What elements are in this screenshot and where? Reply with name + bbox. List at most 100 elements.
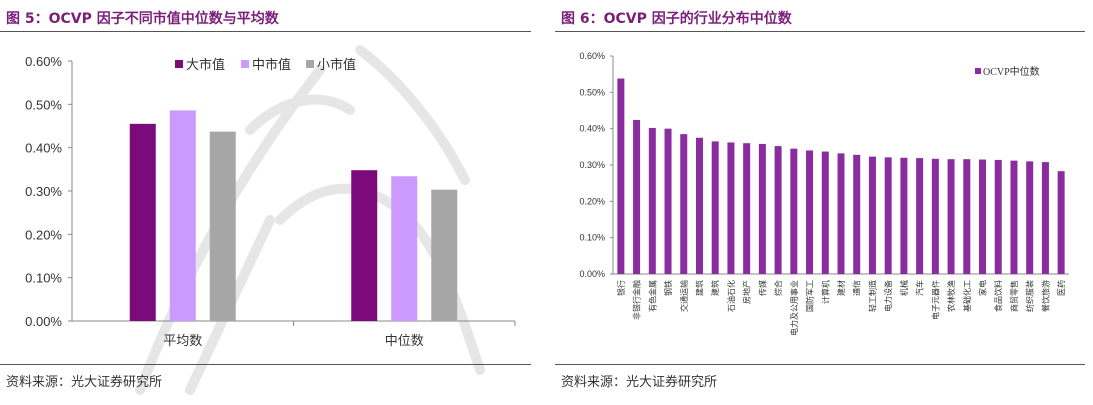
legend-label: 大市值 bbox=[186, 57, 225, 72]
x-tick-label: 电力及公用事业 bbox=[789, 280, 799, 336]
y-tick-label: 0.30% bbox=[25, 184, 62, 199]
bar bbox=[711, 141, 719, 274]
legend-swatch bbox=[175, 60, 183, 68]
y-tick-label: 0.00% bbox=[25, 314, 62, 329]
legend-swatch bbox=[975, 68, 981, 74]
x-tick-label: 交通运输 bbox=[679, 280, 689, 312]
bar bbox=[633, 119, 641, 275]
x-tick-label: 平均数 bbox=[163, 333, 202, 348]
x-tick-label: 纺织服装 bbox=[1025, 280, 1035, 312]
source-note: 资料来源：光大证券研究所 bbox=[561, 375, 718, 390]
x-tick-label: 国防军工 bbox=[805, 280, 815, 312]
source-rule bbox=[555, 364, 1085, 365]
bar bbox=[868, 156, 876, 274]
legend: 大市值 中市值 小市值 bbox=[175, 57, 356, 72]
bar bbox=[790, 148, 798, 274]
y-tick-label: 0.00% bbox=[579, 269, 605, 279]
x-tick-label: 建材 bbox=[836, 280, 846, 296]
x-tick-label: 通信 bbox=[852, 280, 862, 296]
bar bbox=[947, 159, 955, 274]
bar bbox=[129, 123, 156, 321]
bar bbox=[743, 143, 751, 274]
legend-label: 中市值 bbox=[252, 57, 291, 72]
bar bbox=[758, 143, 766, 274]
y-tick-label: 0.50% bbox=[579, 87, 605, 97]
x-tick-label: 非银行金融 bbox=[632, 280, 642, 320]
bar bbox=[169, 110, 196, 322]
legend-label: 小市值 bbox=[317, 57, 356, 72]
x-tick-label: 机械 bbox=[899, 280, 909, 296]
y-tick-label: 0.40% bbox=[579, 124, 605, 134]
y-tick-label: 0.40% bbox=[25, 141, 62, 156]
bar bbox=[884, 157, 892, 274]
bar bbox=[431, 189, 458, 321]
y-tick-label: 0.30% bbox=[579, 160, 605, 170]
x-tick-label: 基础化工 bbox=[962, 280, 972, 312]
industry-bar-chart: 0.00% 0.10% 0.20% 0.30% 0.40% 0.50% 0.60% 银行 非银行… bbox=[579, 51, 1069, 336]
source-rule bbox=[0, 364, 531, 365]
bar bbox=[994, 159, 1002, 274]
x-tick-label: 农林牧渔 bbox=[946, 280, 956, 312]
x-tick-label: 轻工制造 bbox=[867, 280, 877, 312]
legend-label: OCVP中位数 bbox=[983, 65, 1040, 78]
x-tick-label: 建筑 bbox=[710, 280, 720, 296]
bar bbox=[664, 128, 672, 274]
bar bbox=[391, 176, 418, 321]
bar bbox=[695, 137, 703, 274]
x-tick-label: 石油石化 bbox=[726, 280, 736, 312]
x-tick-label: 餐饮旅游 bbox=[1040, 280, 1050, 312]
bar bbox=[900, 157, 908, 274]
bar bbox=[1057, 171, 1065, 274]
figure-5-panel: 图 5：OCVP 因子不同市值中位数与平均数 0.00% 0.10% 0.20% 0.… bbox=[0, 0, 531, 405]
bar bbox=[963, 159, 971, 274]
x-tick-label: 汽车 bbox=[915, 280, 925, 296]
bar bbox=[1026, 161, 1034, 274]
bar bbox=[1010, 160, 1018, 274]
y-tick-label: 0.60% bbox=[25, 54, 62, 69]
y-tick-label: 0.10% bbox=[25, 271, 62, 286]
x-tick-label: 房地产 bbox=[742, 280, 752, 304]
x-tick-label: 电子元器件 bbox=[930, 280, 940, 320]
bar bbox=[1041, 162, 1049, 274]
bar bbox=[821, 151, 829, 274]
y-tick-label: 0.60% bbox=[579, 51, 605, 61]
x-tick-label: 家电 bbox=[978, 280, 988, 296]
bar bbox=[209, 131, 236, 321]
source-note: 资料来源：光大证券研究所 bbox=[6, 375, 163, 390]
bar bbox=[617, 78, 625, 274]
x-tick-label: 建筑 bbox=[694, 280, 704, 296]
title-rule bbox=[0, 31, 531, 32]
bar bbox=[727, 142, 735, 274]
bar bbox=[648, 127, 656, 274]
x-tick-label: 银行 bbox=[616, 280, 626, 296]
x-tick-label: 电力设备 bbox=[883, 280, 893, 312]
figure-title: 图 6：OCVP 因子的行业分布中位数 bbox=[561, 11, 792, 27]
x-tick-label: 商贸零售 bbox=[1009, 280, 1019, 312]
y-tick-label: 0.20% bbox=[25, 227, 62, 242]
bar bbox=[916, 158, 924, 274]
figure-6-panel: 图 6：OCVP 因子的行业分布中位数 0.00% 0.10% 0.20% 0.30%… bbox=[555, 0, 1085, 405]
x-tick-label: 有色金属 bbox=[647, 280, 657, 312]
x-tick-label: 钢铁 bbox=[663, 280, 673, 296]
title-rule bbox=[555, 31, 1085, 32]
legend-swatch bbox=[306, 60, 314, 68]
legend-swatch bbox=[241, 60, 249, 68]
bar bbox=[351, 170, 378, 321]
bar bbox=[931, 158, 939, 274]
x-tick-label: 传媒 bbox=[757, 280, 767, 296]
x-tick-label: 医药 bbox=[1056, 280, 1066, 296]
bar bbox=[979, 159, 987, 274]
bar bbox=[853, 154, 861, 274]
bar bbox=[806, 150, 814, 274]
bar bbox=[774, 146, 782, 274]
x-tick-label: 综合 bbox=[773, 280, 783, 296]
bar bbox=[680, 134, 688, 274]
x-tick-label: 食品饮料 bbox=[993, 280, 1003, 312]
x-tick-label: 计算机 bbox=[820, 280, 830, 304]
x-tick-label: 中位数 bbox=[385, 333, 424, 348]
y-tick-label: 0.20% bbox=[579, 196, 605, 206]
bar bbox=[837, 153, 845, 274]
y-tick-label: 0.50% bbox=[25, 97, 62, 112]
market-cap-bar-chart: 0.00% 0.10% 0.20% 0.30% 0.40% 0.50% 0.60% 平均数 中位… bbox=[25, 54, 516, 348]
figure-title: 图 5：OCVP 因子不同市值中位数与平均数 bbox=[6, 11, 279, 27]
